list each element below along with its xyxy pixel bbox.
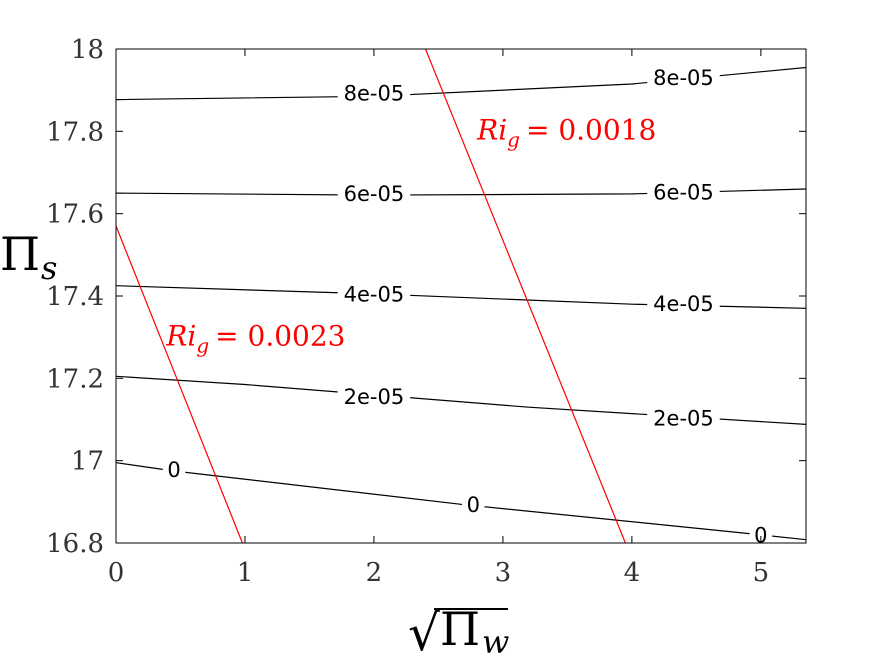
contour-label-bg — [647, 290, 720, 317]
x-tick-label: 2 — [366, 558, 383, 588]
y-tick-label: 18 — [71, 35, 104, 65]
contour-label: 4e-05 — [653, 292, 714, 316]
contour-label: 0 — [167, 458, 180, 482]
x-tick-label: 5 — [753, 558, 770, 588]
y-axis-title-subscript: s — [41, 249, 57, 287]
x-tick-label: 4 — [624, 558, 641, 588]
y-tick-label: 17.4 — [46, 282, 104, 312]
x-axis-title-subscript: w — [482, 623, 509, 660]
contour-label: 2e-05 — [653, 406, 714, 430]
reference-line-label: Rig = 0.0023 — [165, 319, 345, 357]
contour-label: 0 — [754, 524, 767, 548]
contour-label-bg — [647, 178, 720, 205]
y-axis-title: Π s — [0, 227, 57, 287]
contour-line-0 — [116, 462, 806, 541]
x-tick-label: 1 — [237, 558, 254, 588]
y-tick-label: 17.6 — [46, 200, 104, 230]
y-tick-label: 17.8 — [46, 117, 104, 147]
x-axis-title: √ Π w — [408, 602, 509, 660]
y-tick-label: 17.2 — [46, 364, 104, 394]
contour-label: 6e-05 — [653, 180, 714, 204]
x-tick-label: 3 — [495, 558, 512, 588]
contour-label: 0 — [467, 493, 480, 517]
x-axis-title-symbol: Π — [440, 602, 480, 656]
axis-titles: √ Π w Π s — [0, 227, 509, 660]
ticks-layer: 0 1 2 3 4 5 16.8 17 17.2 17.4 17.6 17.8 18 — [46, 35, 806, 588]
contour-label: 8e-05 — [344, 81, 405, 105]
reference-lines-layer: Rig = 0.0023 Rig = 0.0018 — [116, 49, 656, 543]
reference-line-label: Rig = 0.0018 — [476, 114, 656, 152]
reference-line — [116, 225, 243, 543]
y-tick-label: 17 — [71, 447, 104, 477]
x-axis-title-radical: √ — [408, 604, 440, 660]
contour-label-bg — [337, 382, 411, 409]
contour-label-bg — [337, 179, 411, 206]
contour-label: 8e-05 — [653, 66, 714, 90]
contour-label-bg — [647, 404, 720, 431]
reference-line — [424, 49, 626, 543]
contour-label-bg — [647, 63, 720, 90]
contour-label-bg — [462, 491, 485, 518]
contour-label-bg — [337, 280, 411, 307]
contour-label: 2e-05 — [344, 385, 405, 409]
contour-label: 4e-05 — [344, 282, 405, 306]
contour-label-bg — [337, 79, 411, 106]
x-tick-label: 0 — [108, 558, 125, 588]
contour-label-bg — [162, 456, 186, 483]
contour-label: 6e-05 — [344, 182, 405, 206]
contour-label-bg — [749, 521, 773, 543]
y-tick-label: 16.8 — [46, 529, 104, 559]
y-axis-title-symbol: Π — [0, 227, 40, 281]
contour-lines-layer: 0 0 0 2e-05 2e-05 4e-05 4e-05 6e-05 6e-05 8e-05 8e… — [116, 63, 806, 548]
